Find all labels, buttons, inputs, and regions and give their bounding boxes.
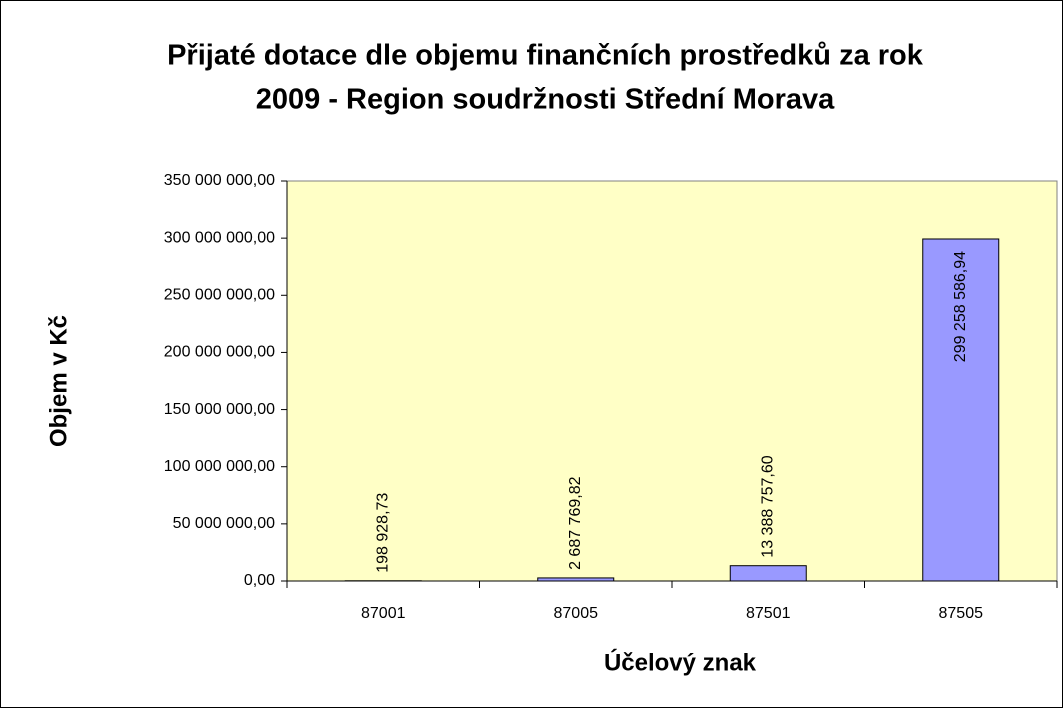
- y-tick-label: 350 000 000,00: [164, 172, 275, 189]
- y-axis-title: Objem v Kč: [45, 315, 72, 447]
- bar: [729, 565, 807, 582]
- x-tick-label: 87005: [554, 605, 599, 622]
- x-tick-label: 87501: [746, 605, 791, 622]
- y-tick-label: 100 000 000,00: [164, 458, 275, 475]
- data-label: 198 928,73: [374, 493, 391, 573]
- x-tick-label: 87001: [361, 605, 406, 622]
- data-label: 299 258 586,94: [952, 251, 969, 362]
- y-tick-label: 250 000 000,00: [164, 287, 275, 304]
- data-label: 13 388 757,60: [759, 455, 776, 557]
- y-tick-label: 50 000 000,00: [173, 515, 275, 532]
- y-tick-label: 300 000 000,00: [164, 229, 275, 246]
- x-axis-title: Účelový znak: [604, 648, 757, 676]
- x-tick-label: 87505: [939, 605, 984, 622]
- chart-title: 2009 - Region soudržnosti Střední Morava: [256, 84, 835, 116]
- bar: [537, 577, 615, 582]
- chart-title: Přijaté dotace dle objemu finančních pro…: [167, 40, 924, 72]
- y-tick-label: 150 000 000,00: [164, 401, 275, 418]
- bar: [922, 238, 1000, 582]
- y-tick-label: 0,00: [244, 572, 275, 589]
- data-label: 2 687 769,82: [567, 476, 584, 570]
- y-tick-label: 200 000 000,00: [164, 344, 275, 361]
